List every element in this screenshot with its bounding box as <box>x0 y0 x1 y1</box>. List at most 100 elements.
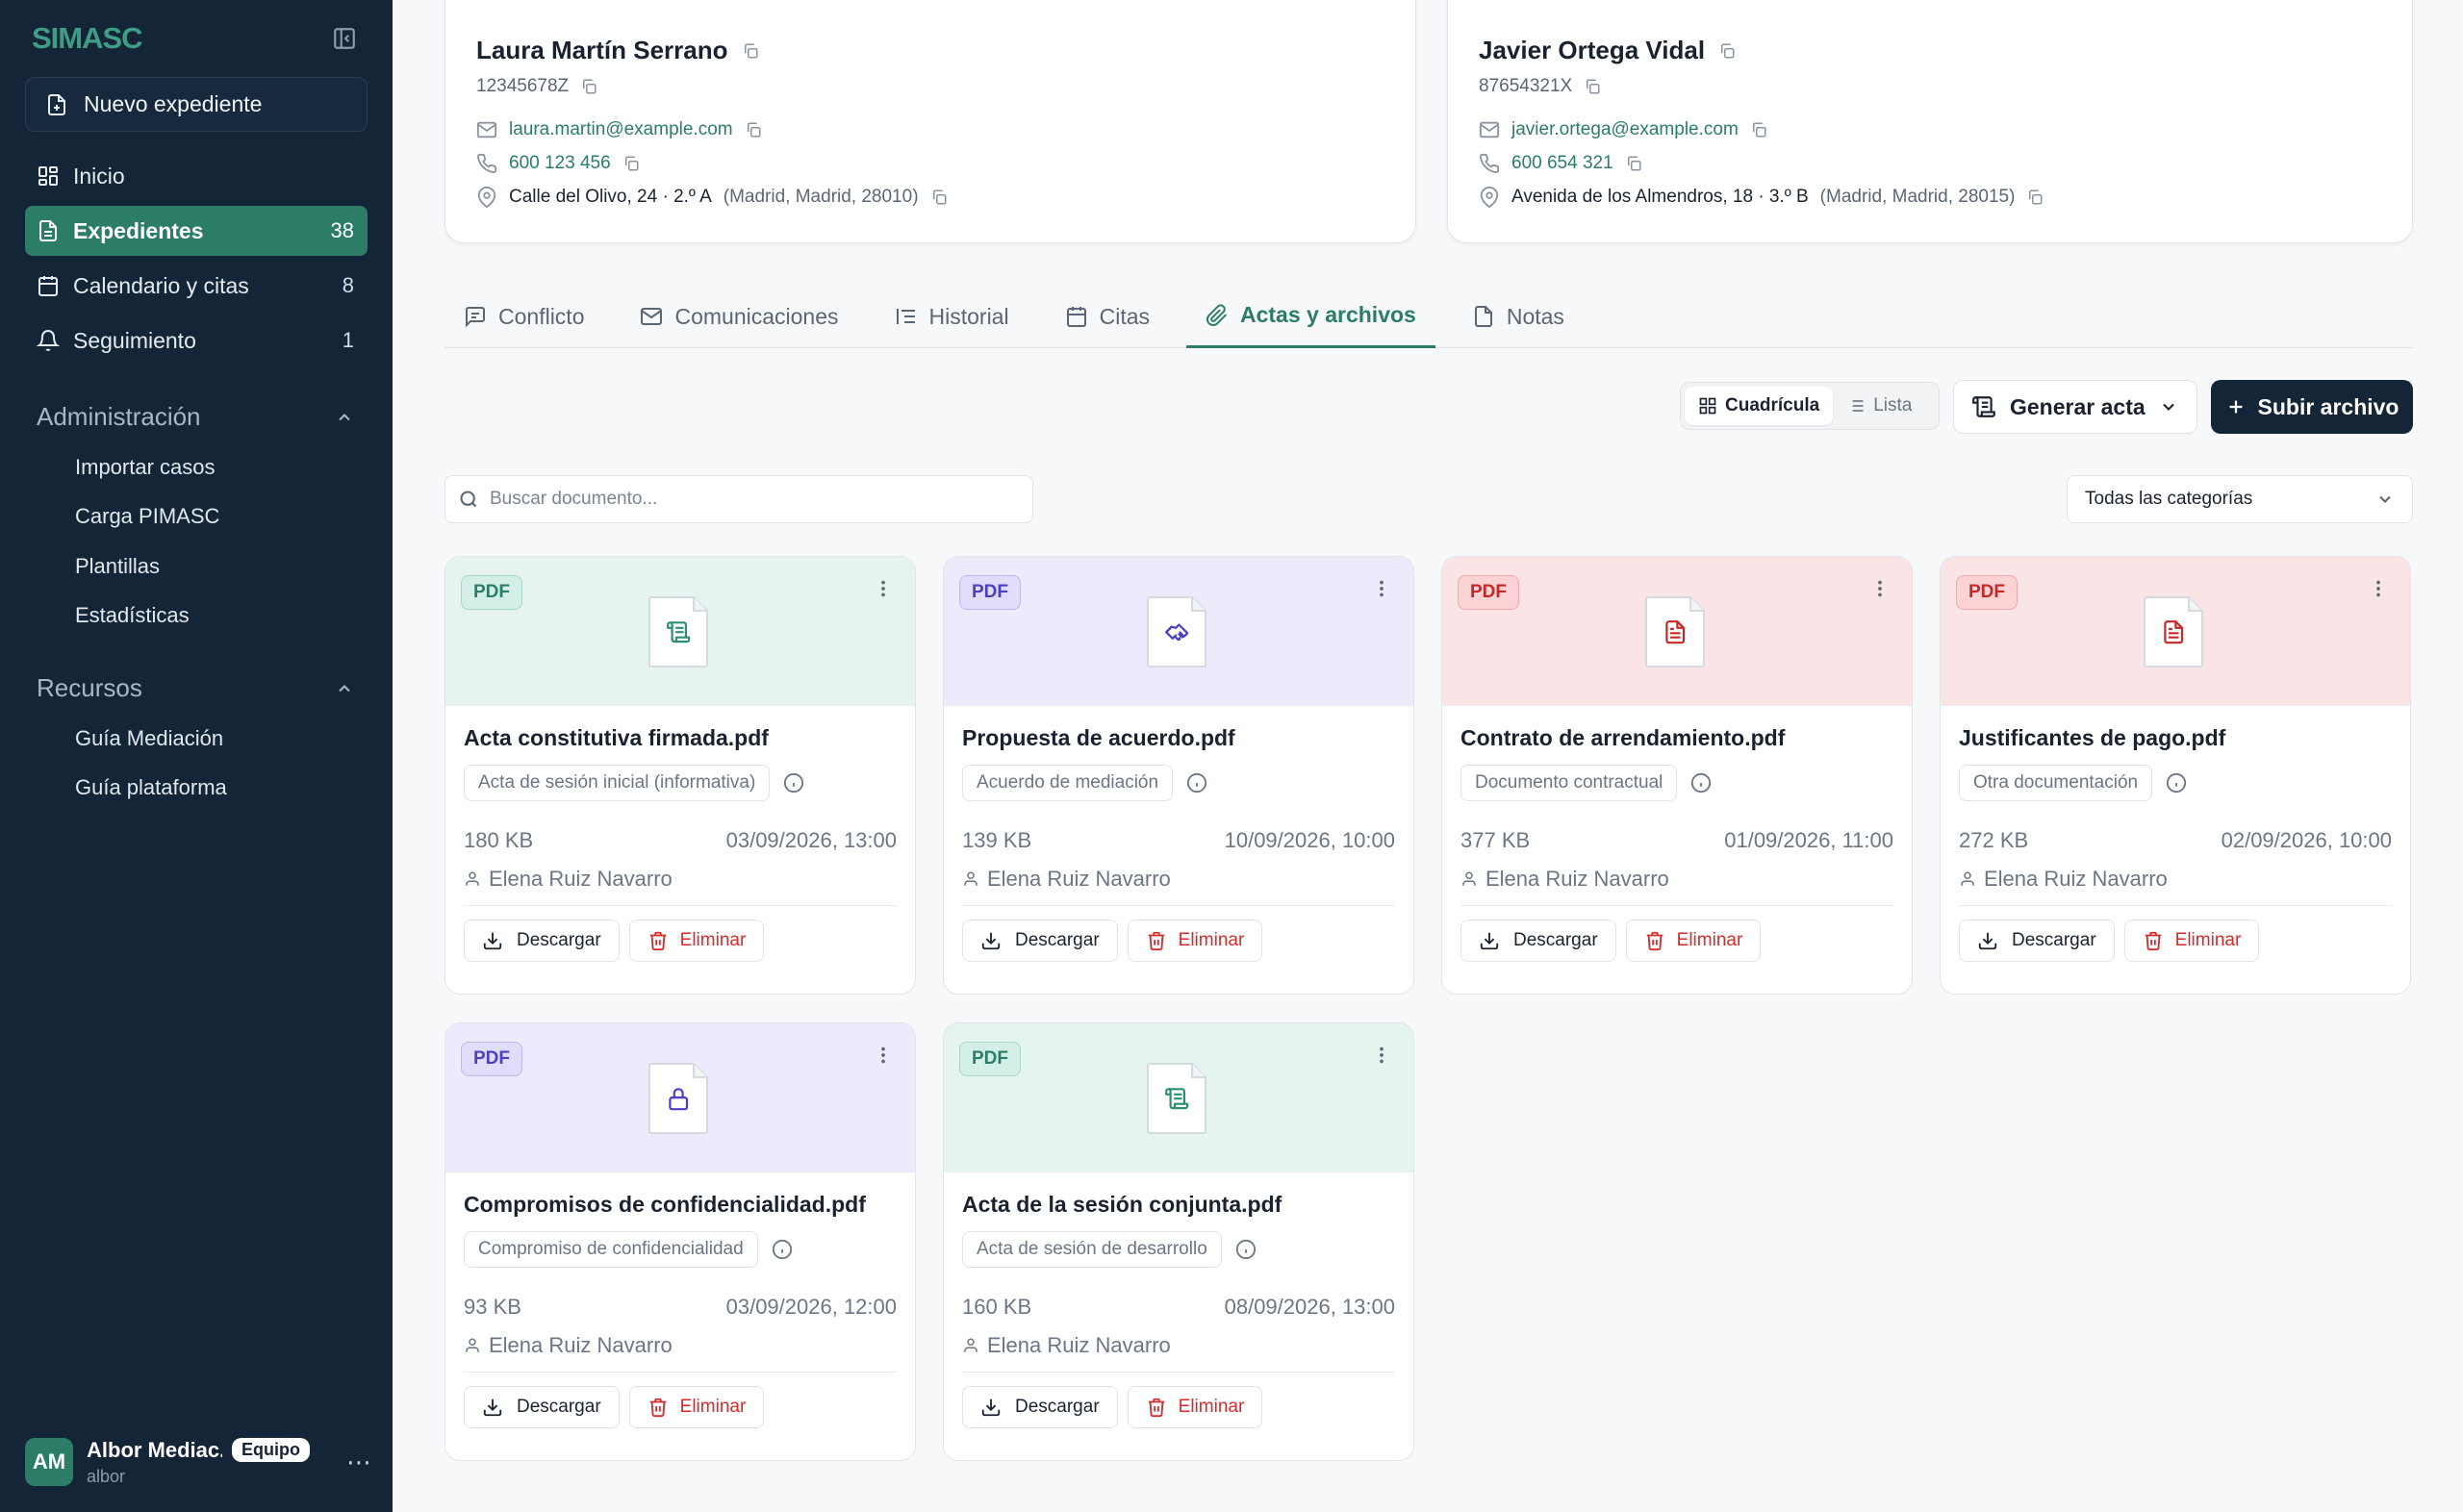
more-vertical-icon[interactable] <box>1869 578 1891 599</box>
download-button[interactable]: Descargar <box>1959 920 2115 962</box>
sidebar-item-guia-plataforma[interactable]: Guía plataforma <box>75 775 227 800</box>
generate-act-dropdown[interactable]: Generar acta <box>1953 380 2197 434</box>
more-vertical-icon[interactable] <box>873 578 894 599</box>
download-button[interactable]: Descargar <box>962 1386 1118 1428</box>
grid-view-button[interactable]: Cuadrícula <box>1685 387 1834 425</box>
info-icon[interactable] <box>2166 772 2187 794</box>
nav-item-inicio[interactable]: Inicio <box>25 151 368 201</box>
file-card[interactable]: PDF Acta constitutiva firmada.pdf Acta de … <box>444 556 916 995</box>
nav-item-calendario[interactable]: Calendario y citas 8 <box>25 261 368 311</box>
copy-icon[interactable] <box>622 155 640 172</box>
upload-file-button[interactable]: Subir archivo <box>2211 380 2413 434</box>
delete-button[interactable]: Eliminar <box>628 1386 765 1428</box>
info-icon[interactable] <box>783 772 804 794</box>
delete-button[interactable]: Eliminar <box>2123 920 2260 962</box>
file-card[interactable]: PDF Compromisos de confidencialidad.pdf Co… <box>444 1022 916 1461</box>
file-card[interactable]: PDF Acta de la sesión conjunta.pdf Acta de… <box>943 1022 1414 1461</box>
file-name[interactable]: Propuesta de acuerdo.pdf <box>962 725 1235 750</box>
delete-button[interactable]: Eliminar <box>628 920 765 962</box>
file-card[interactable]: PDF Propuesta de acuerdo.pdf Acuerdo de me… <box>943 556 1414 995</box>
note-icon <box>1474 306 1492 327</box>
user-icon <box>1462 871 1476 886</box>
download-button[interactable]: Descargar <box>464 920 620 962</box>
file-name[interactable]: Compromisos de confidencialidad.pdf <box>464 1192 866 1217</box>
scroll-icon <box>667 621 691 643</box>
nav-item-expedientes[interactable]: Expedientes 38 <box>25 206 368 256</box>
mail-icon <box>641 308 663 325</box>
file-type-badge: PDF <box>1956 575 2018 610</box>
category-select-value: Todas las categorías <box>2085 489 2253 509</box>
scroll-icon <box>1165 1088 1189 1110</box>
copy-icon[interactable] <box>1750 121 1767 139</box>
tab-conflicto[interactable]: Conflicto <box>444 285 603 348</box>
copy-icon[interactable] <box>580 78 597 95</box>
info-icon[interactable] <box>1690 772 1712 794</box>
tab-actas-y-archivos[interactable]: Actas y archivos <box>1186 285 1435 348</box>
more-vertical-icon[interactable] <box>2368 578 2389 599</box>
new-case-button[interactable]: Nuevo expediente <box>25 77 368 132</box>
section-title: Administración <box>37 402 201 431</box>
copy-icon[interactable] <box>742 42 759 60</box>
copy-icon[interactable] <box>1584 78 1601 95</box>
document-icon <box>1665 620 1686 644</box>
list-view-button[interactable]: Lista <box>1833 387 1925 425</box>
sidebar-item-guia-mediacion[interactable]: Guía Mediación <box>75 725 224 750</box>
tab-citas[interactable]: Citas <box>1046 285 1169 348</box>
info-icon[interactable] <box>1186 772 1207 794</box>
party-phone[interactable]: 600 123 456 <box>509 153 611 173</box>
sidebar: SIMASC Nuevo expediente Inicio Expedient… <box>0 0 393 1512</box>
sidebar-item-importar[interactable]: Importar casos <box>75 454 216 479</box>
brand-logo[interactable]: SIMASC <box>32 21 143 55</box>
trash-icon <box>649 931 666 951</box>
file-card[interactable]: PDF Justificantes de pago.pdf Otra documen… <box>1940 556 2411 995</box>
file-card[interactable]: PDF Contrato de arrendamiento.pdf Document… <box>1441 556 1913 995</box>
tab-label: Actas y archivos <box>1240 302 1416 327</box>
delete-button[interactable]: Eliminar <box>1127 920 1263 962</box>
file-author: Elena Ruiz Navarro <box>987 1333 1171 1357</box>
download-icon <box>981 932 1001 950</box>
download-button[interactable]: Descargar <box>1460 920 1616 962</box>
sidebar-item-carga[interactable]: Carga PIMASC <box>75 504 220 529</box>
file-thumbnail-icon <box>648 596 708 668</box>
party-email[interactable]: javier.ortega@example.com <box>1511 119 1739 139</box>
sidebar-toggle-icon[interactable] <box>332 26 357 51</box>
generate-act-label: Generar acta <box>2010 393 2146 419</box>
download-button[interactable]: Descargar <box>464 1386 620 1428</box>
delete-button[interactable]: Eliminar <box>1625 920 1762 962</box>
file-name[interactable]: Acta constitutiva firmada.pdf <box>464 725 769 750</box>
file-author: Elena Ruiz Navarro <box>1485 867 1669 891</box>
delete-button[interactable]: Eliminar <box>1127 1386 1263 1428</box>
search-input[interactable] <box>490 489 1009 510</box>
more-icon[interactable]: ⋯ <box>346 1447 371 1476</box>
copy-icon[interactable] <box>745 121 762 139</box>
tab-label: Historial <box>928 303 1009 329</box>
info-icon[interactable] <box>1235 1239 1257 1260</box>
party-id: 12345678Z <box>476 76 570 96</box>
tab-notas[interactable]: Notas <box>1453 285 1584 348</box>
copy-icon[interactable] <box>930 189 948 206</box>
info-icon[interactable] <box>772 1239 793 1260</box>
file-name[interactable]: Acta de la sesión conjunta.pdf <box>962 1192 1282 1217</box>
party-email[interactable]: laura.martin@example.com <box>509 119 733 139</box>
party-phone[interactable]: 600 654 321 <box>1511 153 1613 173</box>
copy-icon[interactable] <box>1718 42 1736 60</box>
nav-item-seguimiento[interactable]: Seguimiento 1 <box>25 315 368 365</box>
copy-icon[interactable] <box>2026 189 2044 206</box>
tab-historial[interactable]: Historial <box>876 285 1028 348</box>
calendar-icon <box>38 276 58 296</box>
file-name[interactable]: Justificantes de pago.pdf <box>1959 725 2226 750</box>
tab-comunicaciones[interactable]: Comunicaciones <box>621 285 857 348</box>
handshake-icon <box>1165 623 1189 642</box>
section-recursos[interactable]: Recursos <box>37 673 354 703</box>
category-select[interactable]: Todas las categorías <box>2067 475 2413 523</box>
section-administracion[interactable]: Administración <box>37 402 354 432</box>
sidebar-item-plantillas[interactable]: Plantillas <box>75 553 161 578</box>
file-name[interactable]: Contrato de arrendamiento.pdf <box>1460 725 1786 750</box>
download-button[interactable]: Descargar <box>962 920 1118 962</box>
more-vertical-icon[interactable] <box>1371 1045 1392 1066</box>
sidebar-item-estadisticas[interactable]: Estadísticas <box>75 603 190 628</box>
user-menu[interactable]: AM Albor Mediac... Equipo albor ⋯ <box>25 1435 371 1489</box>
copy-icon[interactable] <box>1625 155 1642 172</box>
more-vertical-icon[interactable] <box>873 1045 894 1066</box>
more-vertical-icon[interactable] <box>1371 578 1392 599</box>
